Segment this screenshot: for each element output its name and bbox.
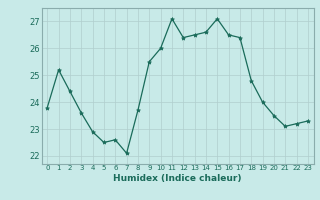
X-axis label: Humidex (Indice chaleur): Humidex (Indice chaleur)	[113, 174, 242, 183]
